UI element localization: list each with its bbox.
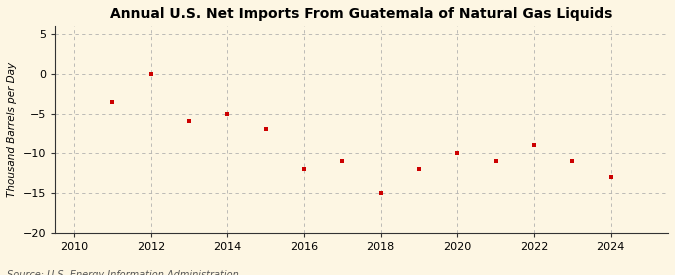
Text: Source: U.S. Energy Information Administration: Source: U.S. Energy Information Administ… bbox=[7, 271, 238, 275]
Y-axis label: Thousand Barrels per Day: Thousand Barrels per Day bbox=[7, 62, 17, 197]
Title: Annual U.S. Net Imports From Guatemala of Natural Gas Liquids: Annual U.S. Net Imports From Guatemala o… bbox=[110, 7, 613, 21]
